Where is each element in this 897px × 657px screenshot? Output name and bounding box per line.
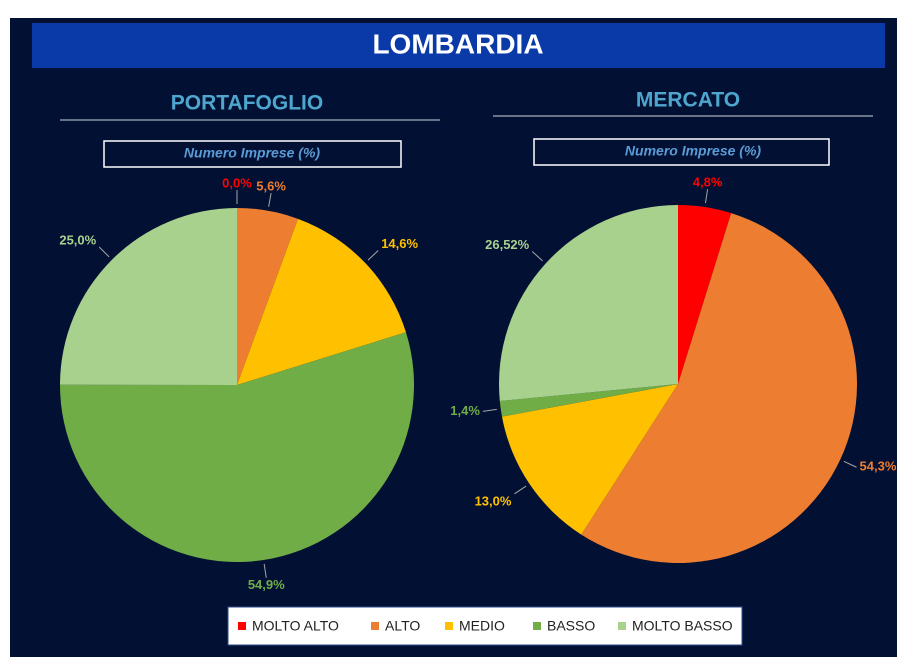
data-label: 0,0% xyxy=(222,175,252,190)
pie-slice xyxy=(581,213,857,563)
chart-subtitle: Numero Imprese (%) xyxy=(625,143,761,159)
leader-line xyxy=(704,189,709,204)
data-label: 26,52% xyxy=(485,237,530,252)
pie-slice xyxy=(237,208,298,385)
leader-line xyxy=(263,563,267,578)
leader-line xyxy=(367,250,379,261)
legend-label: BASSO xyxy=(547,618,595,634)
pie-slice xyxy=(501,384,678,535)
legend-label: MEDIO xyxy=(459,618,505,634)
pie-slice xyxy=(59,332,414,562)
data-label: 54,3% xyxy=(860,459,897,474)
leader-line xyxy=(843,460,857,468)
leader-line xyxy=(98,246,110,258)
legend-swatch xyxy=(445,622,453,630)
chart-title: MERCATO xyxy=(636,89,740,112)
subtitle-box xyxy=(103,140,402,168)
subtitle-box xyxy=(533,138,830,166)
legend-label: MOLTO BASSO xyxy=(632,618,733,634)
pie-slice xyxy=(498,205,678,402)
leader-line xyxy=(268,192,272,207)
legend-label: MOLTO ALTO xyxy=(252,618,339,634)
data-label: 13,0% xyxy=(475,493,512,508)
data-label: 1,4% xyxy=(450,403,480,418)
pie-slice xyxy=(499,384,678,417)
banner-bar xyxy=(32,23,885,68)
data-label: 25,0% xyxy=(59,232,96,247)
leader-line xyxy=(531,251,543,262)
data-label: 54,9% xyxy=(248,577,285,592)
chart-subtitle: Numero Imprese (%) xyxy=(184,145,320,161)
banner: LOMBARDIA xyxy=(372,28,543,59)
legend-label: ALTO xyxy=(385,618,420,634)
data-label: 4,8% xyxy=(693,175,723,190)
leader-line xyxy=(482,408,497,412)
chart-title: PORTAFOGLIO xyxy=(171,92,323,115)
legend-swatch xyxy=(618,622,626,630)
legend-box xyxy=(227,606,743,646)
legend-swatch xyxy=(533,622,541,630)
pie-slice xyxy=(237,218,406,385)
pie-slice xyxy=(60,208,238,385)
legend-swatch xyxy=(238,622,246,630)
leader-line xyxy=(514,485,527,495)
data-label: 5,6% xyxy=(256,178,286,193)
pie-slice xyxy=(678,205,732,384)
data-label: 14,6% xyxy=(381,236,418,251)
legend-swatch xyxy=(371,622,379,630)
